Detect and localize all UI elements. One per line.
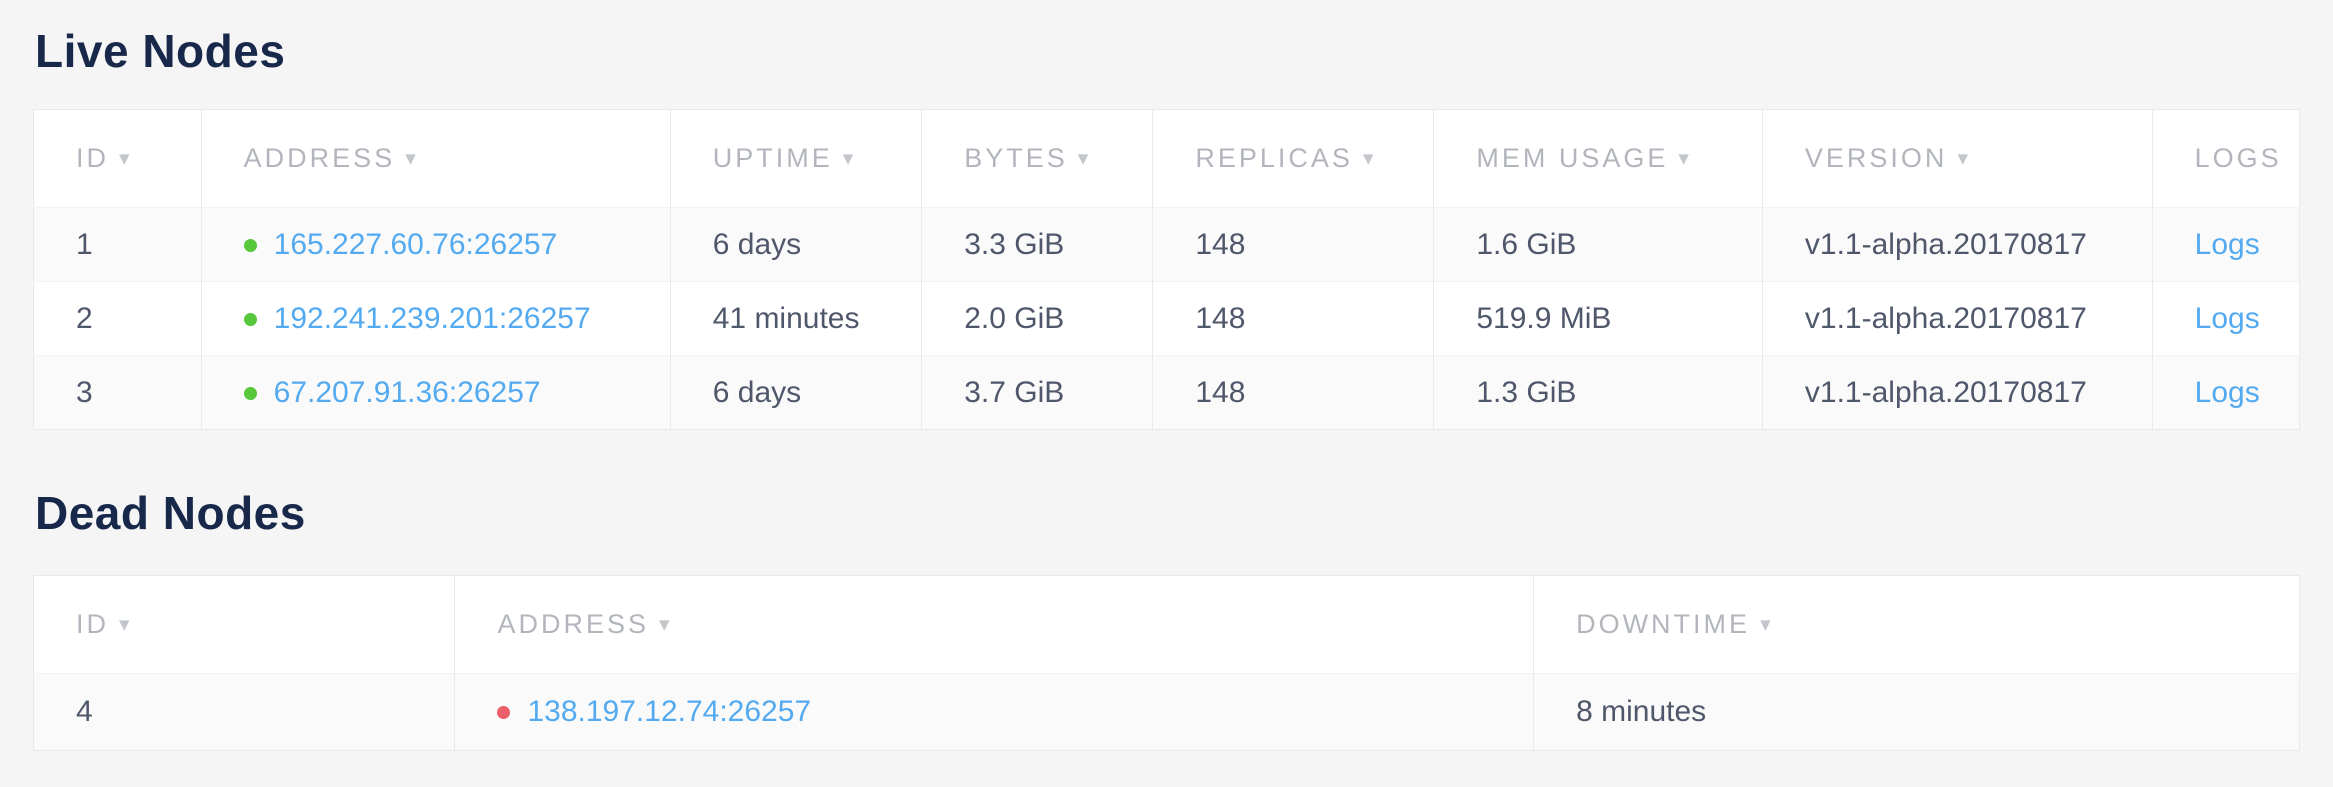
live-nodes-table: ID ▾ ADDRESS ▾ UPTIME ▾ BYTES ▾ REPLICAS ▾ ME… [33, 109, 2300, 430]
sort-arrow-icon: ▾ [842, 147, 857, 170]
node-bytes-cell: 2.0 GiB [921, 281, 1154, 356]
node-status-dead-icon [497, 706, 511, 719]
column-header-replicas-label: REPLICAS [1195, 143, 1353, 173]
column-header-version-label: VERSION [1804, 143, 1948, 173]
node-logs-link[interactable]: Logs [2194, 301, 2260, 335]
node-version-cell: v1.1-alpha.20170817 [1762, 281, 2153, 356]
sort-arrow-icon: ▾ [1077, 147, 1092, 170]
node-address-cell: 67.207.91.36:26257 [201, 355, 671, 430]
node-address-cell: 138.197.12.74:26257 [454, 673, 1535, 751]
node-bytes-cell: 3.7 GiB [921, 355, 1154, 430]
node-replicas-cell: 148 [1152, 207, 1435, 282]
node-address-link[interactable]: 192.241.239.201:26257 [273, 301, 591, 335]
sort-arrow-icon: ▾ [405, 147, 419, 170]
node-logs-cell: Logs [2152, 355, 2300, 430]
node-address-cell: 165.227.60.76:26257 [201, 207, 671, 282]
node-id-cell: 4 [33, 673, 456, 751]
column-header-address-label: ADDRESS [497, 609, 649, 639]
column-header-bytes-label: BYTES [964, 143, 1068, 173]
node-uptime-cell: 6 days [670, 355, 923, 430]
node-mem-usage-cell: 1.3 GiB [1433, 355, 1763, 430]
column-header-bytes[interactable]: BYTES ▾ [921, 109, 1154, 208]
column-header-id[interactable]: ID ▾ [33, 575, 456, 674]
table-row: 2 192.241.239.201:26257 41 minutes 2.0 G… [33, 281, 2300, 356]
sort-arrow-icon: ▾ [1957, 147, 1971, 170]
column-header-downtime[interactable]: DOWNTIME ▾ [1534, 576, 2300, 674]
node-address-link[interactable]: 138.197.12.74:26257 [527, 695, 812, 728]
node-version-cell: v1.1-alpha.20170817 [1762, 355, 2153, 430]
sort-arrow-icon: ▾ [119, 613, 133, 636]
node-id-cell: 3 [33, 355, 202, 430]
live-nodes-header-row: ID ▾ ADDRESS ▾ UPTIME ▾ BYTES ▾ REPLICAS ▾ ME… [33, 109, 2300, 208]
column-header-logs-label: LOGS [2194, 143, 2282, 173]
table-row: 3 67.207.91.36:26257 6 days 3.7 GiB 148 … [33, 355, 2300, 430]
table-row: 1 165.227.60.76:26257 6 days 3.3 GiB 148… [33, 207, 2300, 282]
column-header-address[interactable]: ADDRESS ▾ [454, 575, 1535, 674]
dead-nodes-header-row: ID ▾ ADDRESS ▾ DOWNTIME ▾ [33, 575, 2300, 674]
column-header-uptime[interactable]: UPTIME ▾ [670, 109, 923, 208]
column-header-downtime-label: DOWNTIME [1576, 609, 1751, 639]
node-id-cell: 1 [33, 207, 202, 282]
table-row: 4 138.197.12.74:26257 8 minutes [33, 673, 2300, 751]
node-address-cell: 192.241.239.201:26257 [201, 281, 671, 356]
node-status-live-icon [243, 238, 257, 252]
dead-nodes-title: Dead Nodes [35, 487, 306, 539]
live-nodes-title: Live Nodes [35, 25, 286, 77]
sort-arrow-icon: ▾ [119, 147, 133, 170]
column-header-logs: LOGS [2152, 110, 2299, 208]
node-status-live-icon [243, 312, 257, 326]
column-header-id[interactable]: ID ▾ [33, 109, 202, 208]
node-logs-link[interactable]: Logs [2194, 227, 2260, 261]
sort-arrow-icon: ▾ [1362, 147, 1377, 170]
node-status-live-icon [243, 386, 257, 400]
node-mem-usage-cell: 1.6 GiB [1433, 207, 1763, 282]
node-version-cell: v1.1-alpha.20170817 [1762, 207, 2153, 282]
column-header-mem-usage[interactable]: MEM USAGE ▾ [1433, 109, 1763, 208]
node-uptime-cell: 6 days [670, 207, 923, 282]
sort-arrow-icon: ▾ [1678, 147, 1692, 170]
column-header-version[interactable]: VERSION ▾ [1762, 109, 2153, 208]
column-header-mem-usage-label: MEM USAGE [1476, 143, 1669, 173]
node-uptime-cell: 41 minutes [670, 281, 923, 356]
sort-arrow-icon: ▾ [1760, 613, 1774, 636]
sort-arrow-icon: ▾ [659, 613, 673, 636]
node-replicas-cell: 148 [1152, 355, 1435, 430]
nodes-overview-page: Live Nodes ID ▾ ADDRESS ▾ UPTIME ▾ BYTES ▾ R… [0, 24, 2333, 751]
node-address-link[interactable]: 165.227.60.76:26257 [273, 227, 558, 261]
column-header-uptime-label: UPTIME [712, 143, 833, 173]
node-logs-link[interactable]: Logs [2194, 375, 2260, 409]
column-header-id-label: ID [76, 609, 109, 639]
column-header-address[interactable]: ADDRESS ▾ [201, 109, 671, 208]
node-replicas-cell: 148 [1152, 281, 1435, 356]
column-header-replicas[interactable]: REPLICAS ▾ [1152, 109, 1435, 208]
dead-nodes-table: ID ▾ ADDRESS ▾ DOWNTIME ▾ 4 138.197.12.74:2… [33, 575, 2300, 751]
column-header-id-label: ID [76, 143, 109, 173]
column-header-address-label: ADDRESS [243, 143, 396, 173]
node-id-cell: 2 [33, 281, 202, 356]
node-address-link[interactable]: 67.207.91.36:26257 [273, 375, 541, 409]
node-bytes-cell: 3.3 GiB [921, 207, 1154, 282]
node-downtime-cell: 8 minutes [1533, 673, 2300, 751]
node-logs-cell: Logs [2152, 281, 2300, 356]
node-mem-usage-cell: 519.9 MiB [1433, 281, 1763, 356]
node-logs-cell: Logs [2152, 207, 2300, 282]
